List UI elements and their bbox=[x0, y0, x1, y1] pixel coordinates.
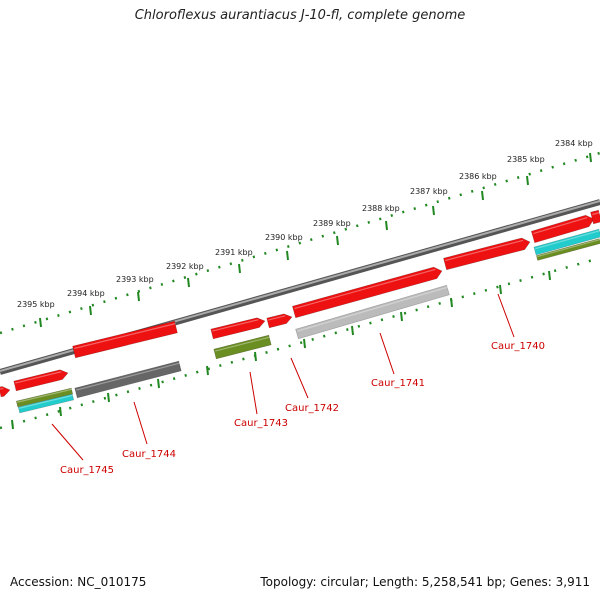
ruler-tick-9 bbox=[137, 291, 140, 302]
inner-tick-9 bbox=[450, 297, 453, 308]
gene-olive-caur1745-shine bbox=[16, 388, 73, 403]
inner-tick-3 bbox=[157, 378, 160, 389]
gene-red-1 bbox=[13, 369, 69, 392]
gene-gray-caur1744 bbox=[74, 360, 182, 399]
ruler-tick-label-7: 2391 kbp bbox=[215, 248, 253, 257]
gene-cyan-caur1745-shine bbox=[18, 394, 74, 409]
ruler-tick-6 bbox=[286, 250, 289, 261]
gene-red-2-shine bbox=[212, 319, 259, 332]
ruler-tick-label-11: 2395 kbp bbox=[17, 300, 55, 309]
gene-cyan-caur1745 bbox=[17, 393, 75, 414]
gene-red-2 bbox=[210, 317, 266, 340]
ruler-tick-11 bbox=[39, 317, 42, 328]
gene-red-3-shine bbox=[268, 315, 286, 321]
gene-red-caur1744-fwd-shine bbox=[74, 322, 177, 350]
ruler-tick-label-4: 2388 kbp bbox=[362, 204, 400, 213]
outer-ruler-dots bbox=[0, 151, 600, 335]
leader-line-caur_1745 bbox=[51, 423, 84, 461]
leader-line-caur_1744 bbox=[133, 401, 148, 445]
inner-tick-10 bbox=[499, 284, 502, 295]
gene-red-0-shine bbox=[0, 387, 4, 390]
ruler-tick-3 bbox=[432, 205, 435, 216]
gene-red-5 bbox=[443, 237, 531, 271]
inner-tick-5 bbox=[254, 351, 257, 362]
topology-text: Topology: circular; Length: 5,258,541 bp… bbox=[260, 575, 590, 589]
gene-red-7-shine bbox=[592, 211, 600, 216]
gene-light-caur1741-shine bbox=[297, 286, 449, 332]
inner-tick-4 bbox=[206, 365, 209, 376]
ruler-tick-7 bbox=[238, 263, 241, 274]
gene-olive-caur1745 bbox=[15, 387, 74, 408]
inner-tick-1 bbox=[59, 406, 62, 417]
gene-olive-caur1743-shine bbox=[215, 336, 271, 352]
gene-label-caur_1740: Caur_1740 bbox=[491, 341, 545, 352]
ruler-tick-label-5: 2389 kbp bbox=[313, 219, 351, 228]
gene-red-6-shine bbox=[533, 216, 588, 235]
map-title: Chloroflexus aurantiacus J-10-fl, comple… bbox=[134, 8, 466, 23]
gene-olive-caur1743 bbox=[213, 334, 272, 360]
inner-tick-2 bbox=[107, 392, 110, 403]
ruler-tick-10 bbox=[89, 305, 92, 316]
ruler-tick-label-10: 2394 kbp bbox=[67, 289, 105, 298]
gene-cyan-caur1740 bbox=[533, 228, 600, 256]
ruler-tick-1 bbox=[526, 175, 529, 186]
inner-tick-6 bbox=[303, 338, 306, 349]
ruler-tick-0 bbox=[589, 152, 592, 163]
gene-red-4 bbox=[292, 266, 443, 319]
ruler-tick-label-9: 2393 kbp bbox=[116, 275, 154, 284]
gene-red-0 bbox=[0, 386, 11, 398]
gene-red-caur1744-fwd bbox=[72, 320, 178, 359]
ruler-tick-label-8: 2392 kbp bbox=[166, 262, 204, 271]
gene-cyan-caur1740-shine bbox=[535, 230, 600, 250]
gene-red-7 bbox=[590, 209, 600, 225]
gene-gray-caur1744-shine bbox=[76, 362, 181, 391]
ruler-tick-label-0: 2384 kbp bbox=[555, 139, 593, 148]
gene-label-caur_1745: Caur_1745 bbox=[60, 465, 114, 476]
gene-label-caur_1742: Caur_1742 bbox=[285, 403, 339, 414]
gene-red-1-shine bbox=[15, 371, 62, 384]
ruler-tick-2 bbox=[481, 190, 484, 201]
gene-label-caur_1741: Caur_1741 bbox=[371, 378, 425, 389]
inner-tick-8 bbox=[400, 311, 403, 322]
gene-label-caur_1743: Caur_1743 bbox=[234, 418, 288, 429]
ruler-tick-label-2: 2386 kbp bbox=[459, 172, 497, 181]
gene-red-3 bbox=[266, 313, 293, 329]
gene-olive-caur1740 bbox=[535, 238, 600, 261]
accession-text: Accession: NC_010175 bbox=[10, 575, 147, 589]
leader-line-caur_1740 bbox=[497, 293, 515, 338]
inner-tick-11 bbox=[548, 270, 551, 281]
inner-tick-7 bbox=[351, 325, 354, 336]
gene-label-caur_1744: Caur_1744 bbox=[122, 449, 176, 460]
inner-tick-0 bbox=[11, 419, 14, 430]
ruler-tick-4 bbox=[385, 220, 388, 231]
gene-olive-caur1740-shine bbox=[536, 238, 600, 258]
leader-line-caur_1741 bbox=[379, 332, 395, 375]
ruler-tick-label-3: 2387 kbp bbox=[410, 187, 448, 196]
gene-red-5-shine bbox=[445, 239, 524, 262]
leader-line-caur_1743 bbox=[249, 371, 258, 415]
ruler-tick-5 bbox=[336, 235, 339, 246]
gene-red-6 bbox=[530, 214, 595, 244]
ruler-tick-8 bbox=[187, 277, 190, 288]
gene-light-caur1741 bbox=[295, 284, 450, 340]
gene-red-4-shine bbox=[294, 268, 436, 310]
leader-line-caur_1742 bbox=[290, 357, 309, 399]
ruler-tick-label-1: 2385 kbp bbox=[507, 155, 545, 164]
ruler-tick-label-6: 2390 kbp bbox=[265, 233, 303, 242]
